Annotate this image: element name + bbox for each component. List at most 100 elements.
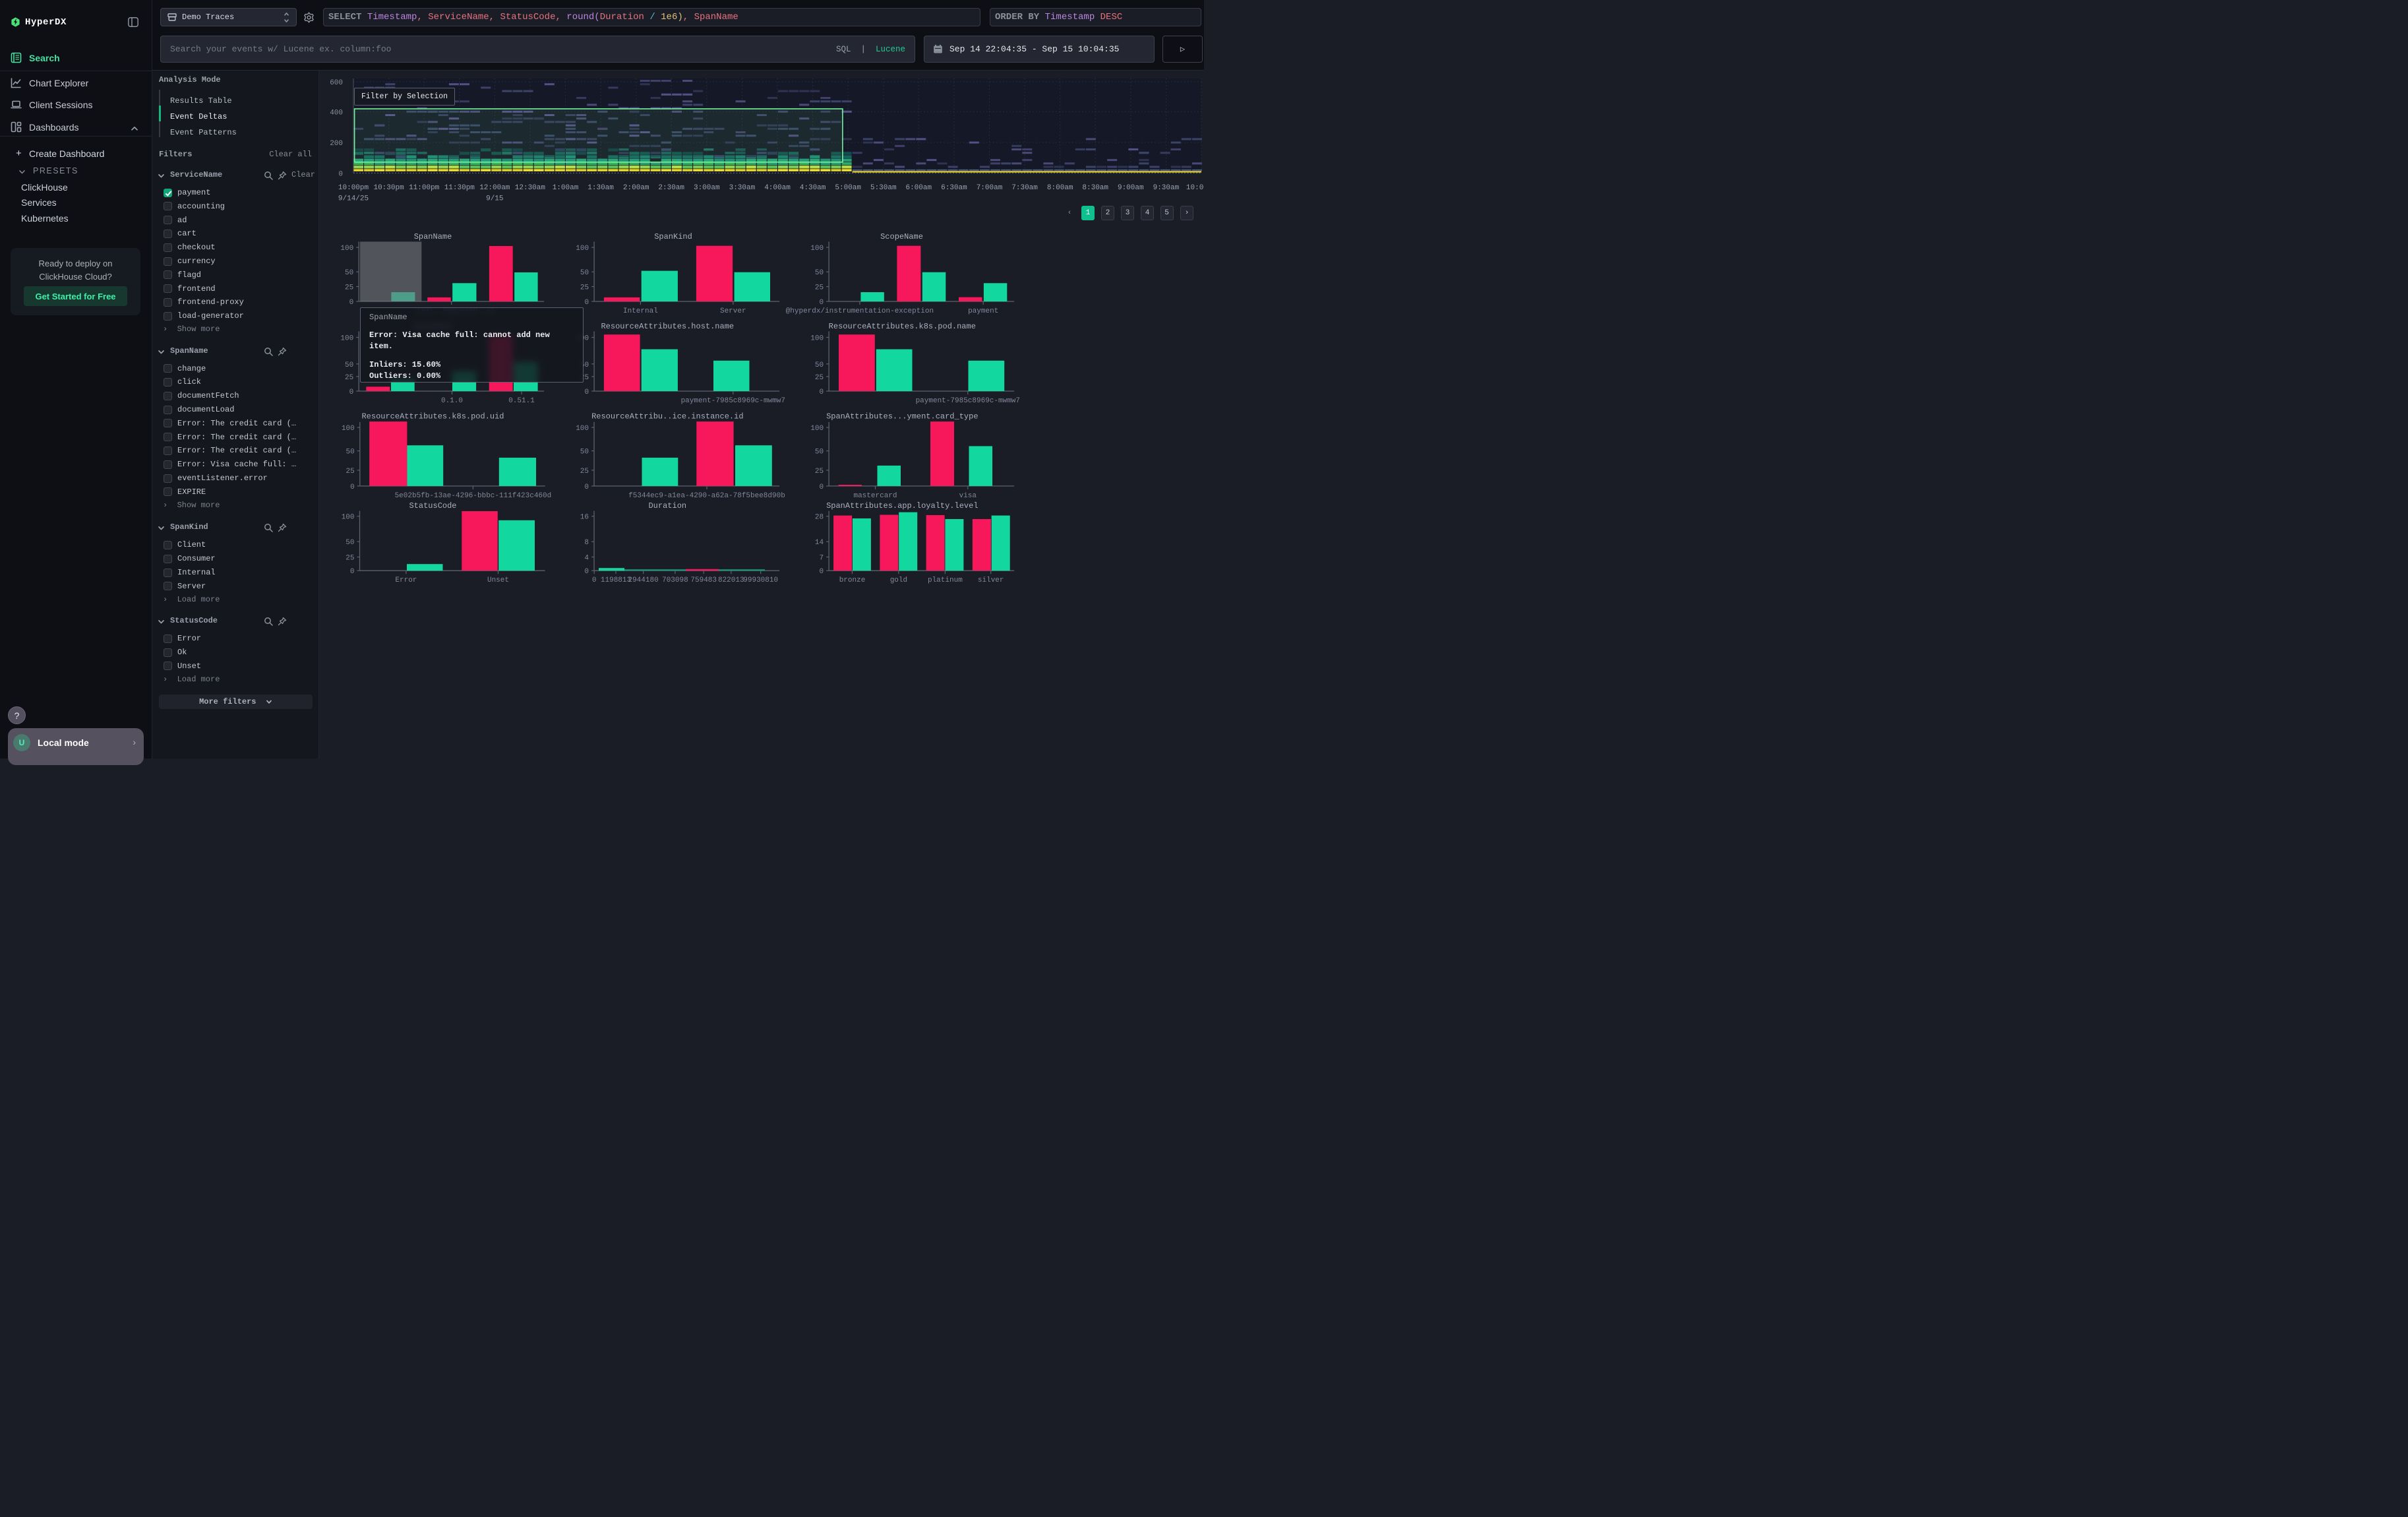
svg-text:0.51.1: 0.51.1 <box>508 397 535 405</box>
svg-text:25: 25 <box>346 468 355 476</box>
svg-text:0: 0 <box>338 170 343 178</box>
svg-text:silver: silver <box>978 576 1004 584</box>
svg-text:payment: payment <box>968 307 998 315</box>
svg-text:11:30pm: 11:30pm <box>444 184 475 192</box>
svg-text:0: 0 <box>584 568 589 576</box>
svg-text:0: 0 <box>584 299 589 307</box>
svg-text:10:00pm: 10:00pm <box>338 184 369 192</box>
svg-text:StatusCode: StatusCode <box>409 501 456 511</box>
svg-text:9:00am: 9:00am <box>1118 184 1144 192</box>
svg-text:400: 400 <box>330 109 343 117</box>
svg-text:9/14/25: 9/14/25 <box>338 195 369 202</box>
svg-text:7:00am: 7:00am <box>977 184 1003 192</box>
svg-text:7:30am: 7:30am <box>1011 184 1038 192</box>
svg-text:8:30am: 8:30am <box>1082 184 1108 192</box>
svg-text:ResourceAttributes.k8s.pod.uid: ResourceAttributes.k8s.pod.uid <box>361 412 504 421</box>
svg-text:0: 0 <box>819 568 824 576</box>
svg-text:50: 50 <box>815 269 824 277</box>
svg-text:5:00am: 5:00am <box>835 184 861 192</box>
svg-text:ResourceAttribu..ice.instance.: ResourceAttribu..ice.instance.id <box>591 412 743 421</box>
svg-text:Internal: Internal <box>623 307 658 315</box>
svg-text:5:30am: 5:30am <box>870 184 897 192</box>
svg-text:10:00am: 10:00am <box>1186 184 1204 192</box>
svg-text:8:00am: 8:00am <box>1047 184 1073 192</box>
svg-text:Unset: Unset <box>487 576 509 584</box>
svg-text:ScopeName: ScopeName <box>880 232 923 241</box>
svg-text:25: 25 <box>345 284 353 292</box>
svg-text:100: 100 <box>810 245 824 253</box>
svg-text:50: 50 <box>580 269 589 277</box>
svg-text:visa: visa <box>959 492 977 500</box>
svg-text:9/15: 9/15 <box>486 195 503 202</box>
svg-text:100: 100 <box>342 514 355 522</box>
svg-text:3:30am: 3:30am <box>729 184 756 192</box>
svg-text:ResourceAttributes.k8s.pod.nam: ResourceAttributes.k8s.pod.name <box>829 322 976 331</box>
svg-text:0: 0 <box>819 388 824 396</box>
svg-text:0: 0 <box>819 299 824 307</box>
svg-text:0: 0 <box>349 388 354 396</box>
svg-text:bronze: bronze <box>839 576 866 584</box>
svg-text:0: 0 <box>584 483 589 491</box>
svg-text:0.1.0: 0.1.0 <box>441 397 463 405</box>
svg-text:703098: 703098 <box>662 576 688 584</box>
svg-text:6:30am: 6:30am <box>941 184 967 192</box>
svg-text:2:00am: 2:00am <box>623 184 649 192</box>
svg-text:4:00am: 4:00am <box>764 184 791 192</box>
svg-text:0: 0 <box>350 483 355 491</box>
svg-text:50: 50 <box>346 539 354 547</box>
svg-text:16: 16 <box>580 514 589 522</box>
svg-text:100: 100 <box>340 335 353 343</box>
svg-text:Error: Error <box>395 576 417 584</box>
svg-text:50: 50 <box>345 269 353 277</box>
svg-text:Duration: Duration <box>648 501 686 511</box>
svg-text:200: 200 <box>330 140 343 148</box>
svg-text:1198813: 1198813 <box>601 576 631 584</box>
svg-text:100: 100 <box>576 425 589 433</box>
svg-text:11:00pm: 11:00pm <box>409 184 440 192</box>
svg-text:25: 25 <box>345 374 353 382</box>
svg-text:@hyperdx/instrumentation-excep: @hyperdx/instrumentation-exception <box>786 307 934 315</box>
svg-text:Server: Server <box>720 307 746 315</box>
svg-text:600: 600 <box>330 79 343 87</box>
svg-text:platinum: platinum <box>928 576 963 584</box>
svg-text:SpanName: SpanName <box>414 232 452 241</box>
svg-text:7: 7 <box>819 555 824 563</box>
svg-text:0: 0 <box>592 576 597 584</box>
svg-text:25: 25 <box>580 468 589 476</box>
svg-text:100: 100 <box>340 245 353 253</box>
svg-text:25: 25 <box>815 468 824 476</box>
svg-text:payment-7985c8969c-mwmw7: payment-7985c8969c-mwmw7 <box>681 397 785 405</box>
svg-text:f5344ec9-a1ea-4290-a62a-78f5be: f5344ec9-a1ea-4290-a62a-78f5bee8d90b <box>628 492 785 500</box>
svg-text:2:30am: 2:30am <box>658 184 684 192</box>
svg-text:50: 50 <box>580 449 589 456</box>
svg-text:mastercard: mastercard <box>853 492 897 500</box>
svg-text:8: 8 <box>584 539 589 547</box>
svg-text:25: 25 <box>346 555 354 563</box>
svg-text:50: 50 <box>346 449 355 456</box>
svg-text:822013: 822013 <box>718 576 744 584</box>
svg-text:5e02b5fb-13ae-4296-bbbc-111f42: 5e02b5fb-13ae-4296-bbbc-111f423c460d <box>395 492 552 500</box>
svg-text:gold: gold <box>890 576 907 584</box>
svg-text:50: 50 <box>345 361 353 369</box>
svg-text:0: 0 <box>819 483 824 491</box>
svg-text:payment-7985c8969c-mwmw7: payment-7985c8969c-mwmw7 <box>916 397 1020 405</box>
svg-text:SpanAttributes...yment.card_ty: SpanAttributes...yment.card_type <box>826 412 978 421</box>
svg-text:3:00am: 3:00am <box>694 184 720 192</box>
svg-text:1:30am: 1:30am <box>587 184 614 192</box>
svg-text:6:00am: 6:00am <box>905 184 932 192</box>
svg-text:SpanKind: SpanKind <box>654 232 692 241</box>
svg-text:10:30pm: 10:30pm <box>373 184 404 192</box>
svg-text:0: 0 <box>584 388 589 396</box>
svg-text:99930810: 99930810 <box>743 576 778 584</box>
svg-text:25: 25 <box>815 374 824 382</box>
svg-text:12:00am: 12:00am <box>479 184 510 192</box>
svg-text:100: 100 <box>810 425 824 433</box>
svg-text:50: 50 <box>815 449 824 456</box>
svg-text:25: 25 <box>815 284 824 292</box>
svg-text:SpanAttributes.app.loyalty.lev: SpanAttributes.app.loyalty.level <box>826 501 978 511</box>
svg-text:100: 100 <box>342 425 355 433</box>
svg-text:50: 50 <box>815 361 824 369</box>
svg-text:0: 0 <box>350 568 355 576</box>
svg-text:28: 28 <box>815 514 824 522</box>
svg-text:1:00am: 1:00am <box>553 184 579 192</box>
